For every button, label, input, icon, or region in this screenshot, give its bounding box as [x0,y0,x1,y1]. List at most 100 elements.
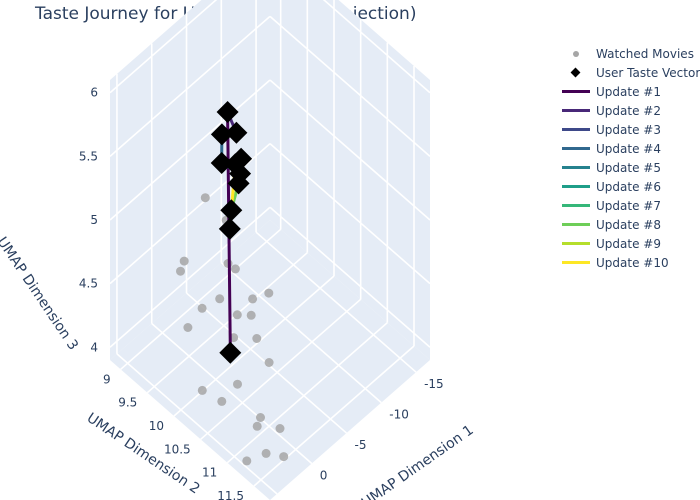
grid-line [226,322,388,464]
grid-line [151,322,313,465]
taste-markers [210,101,253,364]
watched-movie-point [230,264,240,274]
watched-movie-point [232,310,242,320]
watched-movie-point [264,288,274,298]
grid-line [116,353,278,495]
grid-line [109,0,218,94]
legend-swatch [560,123,592,137]
x-tick-label: -10 [389,408,409,422]
taste-vector-marker [210,123,233,146]
grid-line [220,262,382,404]
watched-movie-point [215,294,225,304]
x-tick-label: -5 [355,438,367,452]
legend-label: Update #8 [596,217,661,232]
legend-swatch [560,256,592,270]
grid-line [109,15,271,157]
legend-swatch [560,47,592,61]
watched-movie-point [179,256,189,266]
z-tick-label: 5.5 [79,149,98,163]
legend-label: User Taste Vector [596,65,700,80]
y-tick-label: 9 [103,372,111,386]
taste-vector-marker [218,217,241,240]
legend-swatch [560,199,592,213]
watched-movie-point [256,413,265,422]
watched-movie-point [261,448,271,458]
z-tick-label: 4.5 [79,277,98,291]
y-tick-label: 11 [202,466,217,480]
legend-label: Watched Movies [596,46,694,61]
taste-vector-marker [219,341,242,364]
grid-line [146,252,308,394]
z-tick-label: 5 [90,213,98,227]
taste-vector-marker [225,121,248,144]
legend-item[interactable]: Update #9 [560,234,700,253]
watched-movie-point [242,456,252,466]
watched-movie-point [279,452,289,462]
taste-vector-marker [227,172,250,195]
legend-swatch [560,218,592,232]
legend-item[interactable]: Update #8 [560,215,700,234]
scene-3d [109,0,431,500]
y-tick-label: 11.5 [217,489,244,500]
y-tick-label: 10 [149,419,164,433]
watched-movie-point [183,323,193,332]
grid-line [200,298,362,440]
grid-line [120,228,282,370]
watched-movie-point [246,310,256,320]
watched-movie-point [252,421,262,431]
legend-item[interactable]: Update #6 [560,177,700,196]
watched-movie-point [197,385,207,395]
z-tick-label: 6 [90,86,98,100]
grid-line [269,15,431,157]
grid-line [269,206,431,348]
watched-movie-point [217,396,227,406]
watched-movie-point [176,266,185,276]
legend-swatch [560,161,592,175]
grid-line [255,231,417,373]
watched-movie-point [197,303,207,313]
x-tick-label: 5 [285,499,293,500]
grid-line [253,345,415,487]
legend-item[interactable]: Update #2 [560,101,700,120]
chart-legend: Watched Movies User Taste Vector Update #1… [560,44,700,272]
legend-label: Update #2 [596,103,661,118]
legend-item[interactable]: Update #10 [560,253,700,272]
taste-vector-marker [210,152,233,174]
y-tick-label: 10.5 [164,442,191,456]
legend-swatch [560,104,592,118]
legend-label: Update #1 [596,84,661,99]
legend-swatch [560,142,592,156]
grid-line [109,206,271,348]
watched-movie-point [275,424,285,433]
taste-vector-marker [220,199,243,222]
grid-line [269,79,431,221]
legend-item[interactable]: User Taste Vector [560,63,700,82]
legend-label: Update #9 [596,236,661,251]
grid-line [109,79,271,221]
legend-label: Update #4 [596,141,661,156]
right-wall-pane [270,0,430,360]
watched-movie-point [200,193,210,203]
taste-vector-marker [216,101,239,123]
left-wall-pane [110,0,270,360]
z-tick-label: 4 [90,340,98,354]
legend-label: Update #7 [596,198,661,213]
legend-item[interactable]: Update #3 [560,120,700,139]
legend-swatch [560,237,592,251]
legend-item[interactable]: Update #4 [560,139,700,158]
grid-lines [109,0,431,495]
legend-item[interactable]: Watched Movies [560,44,700,63]
legend-item[interactable]: Update #1 [560,82,700,101]
legend-label: Update #3 [596,122,661,137]
taste-vector-marker [224,153,247,176]
legend-label: Update #5 [596,160,661,175]
legend-item[interactable]: Update #5 [560,158,700,177]
legend-item[interactable]: Update #7 [560,196,700,215]
y-tick-label: 9.5 [118,396,137,410]
x-axis-title: UMAP Dimension 1 [359,422,477,500]
legend-label: Update #6 [596,179,661,194]
legend-swatch [560,85,592,99]
watched-movie-point [248,294,258,304]
